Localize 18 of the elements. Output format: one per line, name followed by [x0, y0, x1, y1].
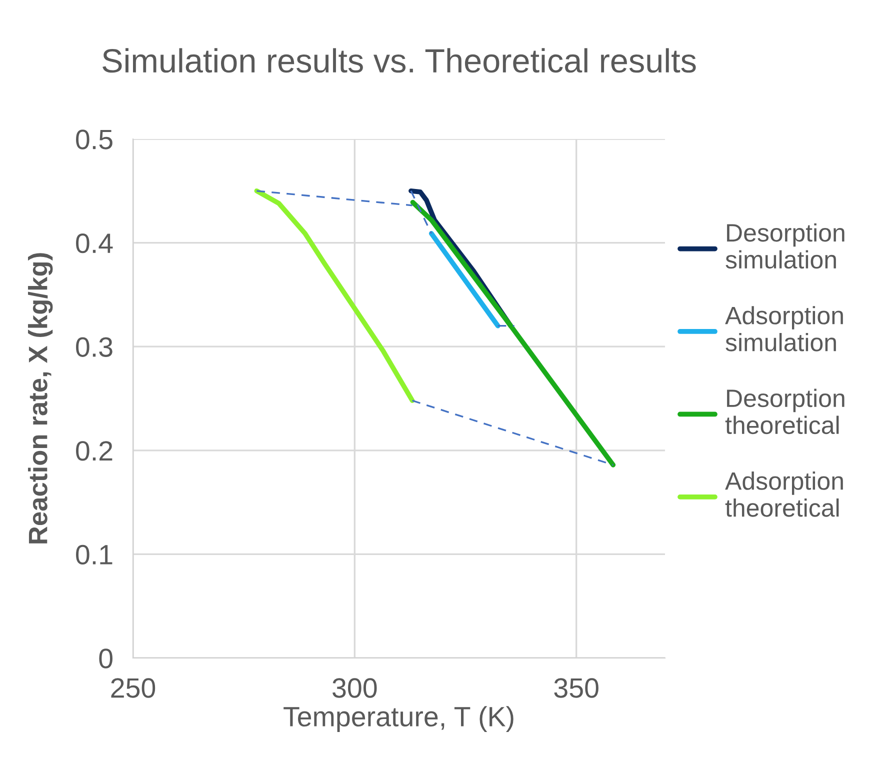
y-tick-label: 0.2: [76, 441, 112, 461]
y-tick-label: 0.3: [76, 337, 112, 357]
y-tick-label: 0: [99, 648, 112, 668]
legend-label: Adsorption simulation: [725, 306, 843, 352]
y-tick-label: 0.5: [76, 130, 112, 150]
legend-label: Desorption simulation: [726, 223, 844, 269]
y-tick-label: 0.1: [76, 544, 112, 565]
x-axis-title: Temperature, T (K): [284, 706, 514, 732]
x-tick-label: 250: [111, 678, 156, 698]
legend-label: Adsorption theoretical: [725, 472, 843, 517]
line-series: [410, 200, 616, 468]
chart-title: Simulation results vs. Theoretical results: [102, 48, 696, 73]
y-axis-title: Reaction rate, X (kg/kg): [28, 253, 53, 544]
x-tick-label: 350: [554, 678, 598, 698]
y-tick-label: 0.4: [76, 233, 113, 254]
x-tick-label: 300: [332, 678, 377, 698]
legend-label: Desorption theoretical: [725, 388, 844, 434]
line-series: [254, 188, 415, 404]
